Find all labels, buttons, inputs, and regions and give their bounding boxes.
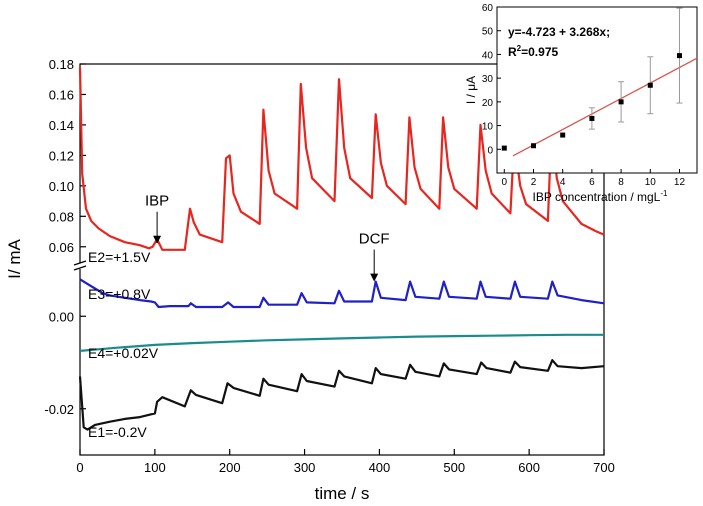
main-x-tick-label: 0 [76, 460, 83, 475]
main-axes: 0 100 200 300 400 500 600 7000.060.080.100.120.… [44, 57, 614, 475]
series-label: E1=-0.2V [88, 424, 147, 440]
main-x-tick-label: 200 [219, 460, 241, 475]
inset-x-tick-label: 0 [502, 177, 508, 188]
main-y-axis-title: I/ mA [5, 239, 24, 279]
main-chronoamperometry-plot: 0 100 200 300 400 500 600 7000.060.080.100.120.… [5, 57, 615, 503]
main-y-tick-label: -0.02 [44, 402, 74, 417]
annotation-label: IBP [145, 193, 169, 210]
inset-x-tick-label: 12 [674, 177, 686, 188]
inset-y-tick-label: 10 [482, 122, 494, 133]
inset-data-point [618, 99, 624, 105]
inset-r-squared: R2=0.975 [508, 44, 558, 59]
series-label: E4=+0.02V [88, 345, 159, 361]
main-x-tick-label: 300 [294, 460, 316, 475]
annotation-arrowhead [370, 273, 379, 282]
inset-axes: 0 2 4 6 8 10 12 0 10 20 30 40 50 60 [482, 3, 686, 188]
inset-data-group [501, 7, 698, 157]
inset-plot-frame [496, 6, 698, 174]
inset-data-point [647, 82, 653, 88]
inset-data-point [530, 143, 536, 149]
annotation-arrowhead [153, 235, 162, 244]
inset-y-tick-label: 50 [482, 27, 494, 38]
main-series-labels: E2=+1.5V E3=+0.8V E4=+0.02V E1=-0.2V IBP DCF [88, 193, 390, 440]
series-line [79, 333, 604, 352]
inset-x-tick-label: 4 [560, 177, 566, 188]
main-x-tick-label: 500 [443, 460, 465, 475]
inset-x-axis-title: IBP concentration / mgL-1 [533, 189, 669, 204]
inset-data-point [560, 132, 566, 138]
inset-y-tick-label: 40 [482, 50, 494, 61]
inset-x-tick-label: 8 [618, 177, 624, 188]
inset-data-point [501, 145, 507, 151]
axis-break-mark [73, 265, 87, 271]
inset-y-tick-label: 0 [487, 145, 493, 156]
inset-data-point [589, 115, 595, 121]
main-y-tick-label: 0.16 [49, 87, 74, 102]
series-label: E3=+0.8V [88, 286, 151, 302]
series-line [78, 359, 605, 431]
inset-x-tick-label: 10 [645, 177, 657, 188]
series-label: E2=+1.5V [88, 249, 151, 265]
inset-y-tick-label: 60 [482, 3, 494, 14]
main-y-tick-label: 0.00 [49, 309, 74, 324]
axis-break-gap [76, 263, 84, 269]
main-x-axis-title: time / s [315, 484, 370, 503]
inset-background [497, 7, 697, 173]
inset-equation: y=-4.723 + 3.268x; [508, 25, 610, 39]
inset-x-tick-label: 6 [589, 177, 595, 188]
main-y-tick-label: 0.08 [49, 209, 74, 224]
main-y-tick-label: 0.12 [49, 148, 74, 163]
main-x-tick-label: 100 [144, 460, 166, 475]
inset-x-tick-label: 2 [531, 177, 537, 188]
main-y-tick-label: 0.18 [49, 57, 74, 72]
main-y-tick-label: 0.14 [49, 118, 74, 133]
axis-break-mark [73, 260, 87, 266]
inset-calibration-plot: 0 2 4 6 8 10 12 0 10 20 30 40 50 60 y=-4.723 + 3.268x… [464, 3, 698, 204]
main-y-tick-label: 0.10 [49, 179, 74, 194]
inset-y-tick-label: 20 [482, 98, 494, 109]
main-x-tick-label: 700 [593, 460, 615, 475]
inset-y-axis-title: I / μA [464, 76, 478, 104]
inset-y-tick-label: 30 [482, 74, 494, 85]
annotation-label: DCF [359, 231, 390, 248]
series-line [79, 278, 605, 309]
main-plot-frame [79, 63, 605, 456]
main-x-tick-label: 600 [518, 460, 540, 475]
main-y-tick-label: 0.06 [49, 240, 74, 255]
main-x-tick-label: 400 [369, 460, 391, 475]
inset-data-point [676, 53, 682, 59]
inset-fit-line [512, 57, 698, 157]
